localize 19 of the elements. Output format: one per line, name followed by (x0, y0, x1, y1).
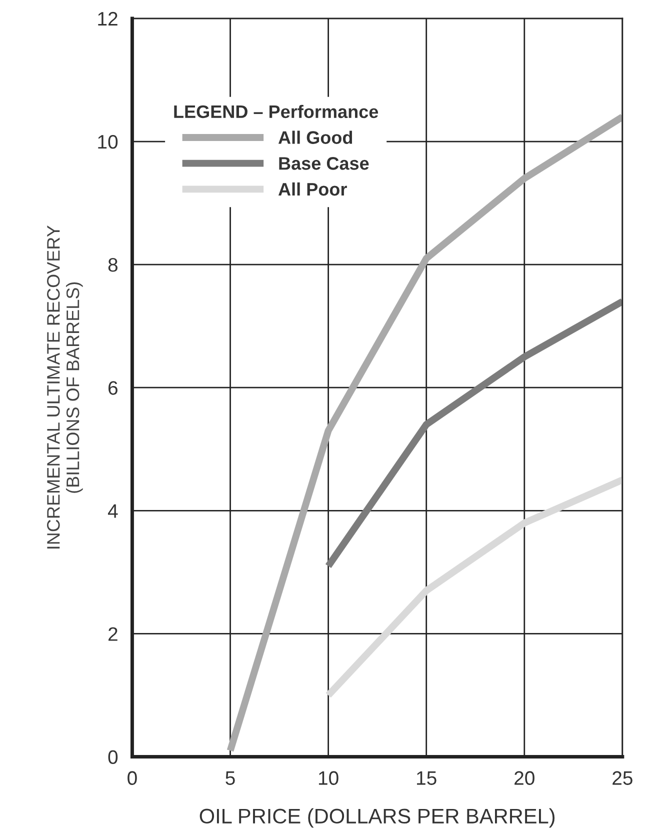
y-tick-label: 2 (108, 627, 118, 641)
x-tick-label: 10 (318, 771, 338, 785)
y-tick-label: 12 (98, 12, 118, 26)
x-tick-label: 0 (128, 771, 137, 785)
y-tick-label: 10 (98, 134, 118, 149)
x-tick-label: 5 (226, 771, 235, 785)
y-axis-title: INCREMENTAL ULTIMATE RECOVERY (BILLIONS OF BARRELS) (47, 225, 83, 548)
x-axis-title: OIL PRICE (DOLLARS PER BARREL) (200, 808, 555, 828)
x-tick-label: 15 (417, 771, 436, 785)
y-tick-label: 4 (108, 504, 118, 518)
legend-label: All Good (278, 130, 352, 144)
y-tick-label: 6 (108, 381, 118, 395)
legend-label: Base Case (279, 157, 369, 170)
x-tick-label: 20 (514, 771, 534, 785)
x-tick-label: 25 (612, 771, 632, 785)
legend-label: All Poor (278, 182, 347, 196)
y-tick-label: 8 (108, 258, 118, 272)
legend-title: LEGEND – Performance (174, 104, 378, 118)
y-tick-label: 0 (108, 750, 118, 764)
